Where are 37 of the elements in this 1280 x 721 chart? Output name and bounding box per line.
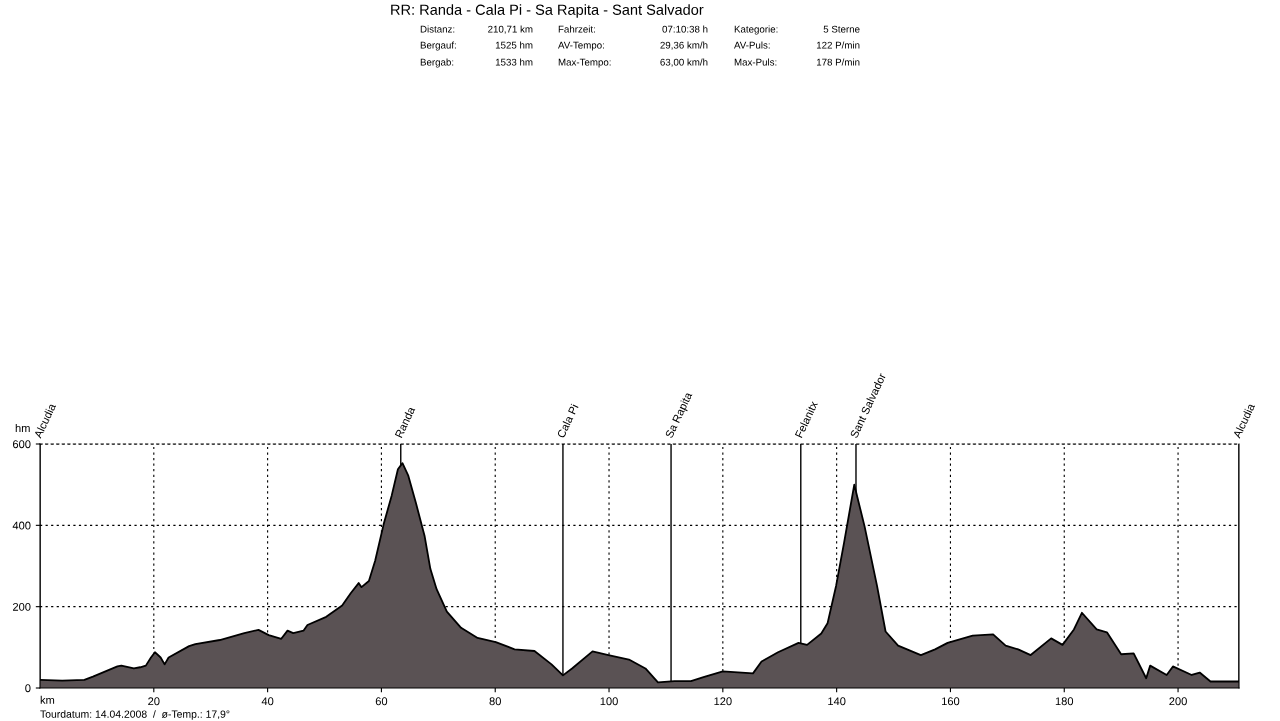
- x-tick-label: 80: [489, 697, 501, 706]
- text: Fahrzeit:: [558, 25, 595, 33]
- text: Max-Puls:: [734, 58, 777, 66]
- y-tick-label: 0: [25, 684, 31, 693]
- text: 07:10:38 h: [662, 25, 708, 33]
- x-tick-label: 60: [375, 697, 388, 706]
- y-tick-label: 600: [13, 440, 31, 449]
- x-tick-label: 100: [600, 697, 618, 706]
- x-tick-label: 40: [261, 697, 274, 706]
- x-tick-label: 140: [828, 697, 846, 706]
- y-tick-label: 400: [12, 521, 31, 530]
- text: 1525 hm: [495, 41, 533, 49]
- text: 5 Sterne: [823, 25, 860, 33]
- chart-title: RR: Randa - Cala Pi - Sa Rapita - Sant Salvador: [391, 4, 704, 18]
- y-axis-title: hm: [15, 423, 30, 432]
- text: Distanz:: [420, 25, 455, 33]
- text: 122 P/min: [816, 41, 860, 49]
- text: 63,00 km/h: [660, 58, 708, 67]
- x-tick-label: 120: [714, 697, 732, 706]
- y-tick-label: 200: [12, 602, 31, 611]
- ref-line-label: Cala Pi: [556, 403, 579, 439]
- text: Bergab:: [420, 58, 454, 68]
- text: 178 P/min: [816, 58, 860, 66]
- text: Tourdatum: 14.04.2008 / ø-Temp.: 17,9°: [40, 710, 230, 720]
- x-tick-label: 200: [1169, 697, 1187, 706]
- text: AV-Tempo:: [558, 41, 604, 51]
- text: Kategorie:: [734, 25, 778, 35]
- text: AV-Puls:: [734, 41, 770, 49]
- text: 210,71 km: [488, 25, 533, 34]
- text: Max-Tempo:: [558, 58, 611, 68]
- text: Bergauf:: [420, 41, 456, 51]
- text: 29,36 km/h: [660, 41, 708, 50]
- x-tick-label: 20: [148, 697, 160, 706]
- x-tick-label: 160: [942, 697, 960, 706]
- x-axis-title: km: [40, 695, 55, 704]
- x-tick-label: 180: [1055, 697, 1074, 706]
- text: 1533 hm: [495, 58, 533, 66]
